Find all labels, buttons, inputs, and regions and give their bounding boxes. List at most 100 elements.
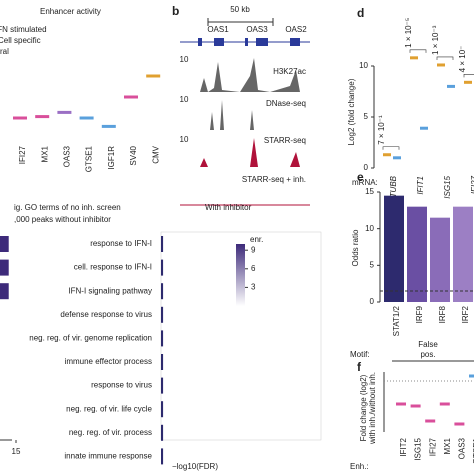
bracket-label: False	[418, 340, 438, 349]
x-tick-label: ISG15	[443, 175, 452, 198]
colorbar-tick-label: 3	[251, 283, 256, 292]
go-term: neg. reg. of vir. process	[69, 428, 152, 437]
fold-change-bar	[410, 404, 421, 408]
go-term: neg. reg. of vir. genome replication	[29, 334, 152, 343]
y-tick-label: 10	[359, 61, 368, 70]
go-bar	[0, 236, 9, 252]
x-tick-label: ISG15	[414, 437, 423, 460]
go-term: response to IFN-I	[90, 239, 152, 248]
x-tick-label: OAS3	[458, 437, 467, 459]
y-tick-label: 0	[364, 163, 369, 172]
fold-change-bar	[454, 422, 465, 426]
colorbar	[236, 244, 245, 306]
fold-change-bar	[469, 374, 474, 378]
go-term: innate immune response	[64, 452, 152, 461]
y-axis-label: Fold change (log2)	[359, 374, 368, 441]
header: ig. GO terms of no inh. screen	[14, 203, 121, 212]
fold-change-bar	[437, 63, 445, 67]
fold-change-bar	[447, 84, 455, 88]
track-label: DNase-seq	[266, 99, 306, 108]
x-tick-label: IGF1R	[107, 146, 116, 170]
y-axis-label: with inh./without inh.	[368, 372, 377, 445]
legend-label: Viral	[0, 47, 9, 56]
p-value: 1 × 10⁻⁵	[404, 18, 413, 48]
y-axis-label: Log2 (fold change)	[347, 78, 356, 145]
panel-title: Enhancer activity	[40, 7, 101, 16]
odds-bar	[384, 195, 404, 302]
go-bar	[161, 401, 164, 418]
gene-label: OAS2	[285, 25, 307, 34]
activity-bar	[35, 115, 50, 119]
go-term: immune effector process	[65, 357, 152, 366]
x-tick-label: IFI27	[18, 145, 27, 164]
go-bar	[161, 236, 164, 252]
axis-caption: mRNA:	[352, 178, 378, 187]
go-bar	[161, 330, 164, 347]
x-tick-label: GTSE1	[85, 145, 94, 172]
go-bar	[161, 283, 164, 300]
x-tick-label: IFIT1	[416, 176, 425, 195]
plot-title: With inhibitor	[205, 203, 252, 212]
odds-bar	[407, 206, 427, 302]
x-tick-label: IRF9	[415, 305, 424, 323]
x-tick-label: OAS3	[63, 145, 72, 167]
significance-bracket	[436, 56, 454, 60]
colorbar-tick-label: 6	[251, 264, 256, 273]
go-bar	[161, 424, 164, 441]
p-value: 1 × 10⁻³	[431, 25, 440, 55]
bracket-label: pos.	[420, 350, 435, 359]
track-scale: 10	[180, 55, 189, 64]
go-bar	[161, 448, 164, 465]
activity-bar	[146, 74, 161, 78]
activity-bar	[13, 116, 27, 120]
go-term: IFN-I signaling pathway	[68, 286, 152, 295]
genome-browser	[180, 18, 310, 206]
x-tick-label: TUBB	[389, 175, 398, 197]
x-tick-label: MX1	[40, 145, 49, 162]
odds-bar	[430, 217, 450, 302]
fold-change-bar	[425, 419, 436, 423]
go-bar	[161, 306, 164, 323]
go-term: response to virus	[91, 381, 152, 390]
axis-caption: Motif:	[350, 350, 370, 359]
panel-label: e	[357, 170, 364, 184]
legend-label: IFN stimulated	[0, 25, 47, 34]
go-term: neg. reg. of vir. life cycle	[66, 404, 152, 413]
fold-change-bar	[383, 153, 391, 157]
activity-bar	[124, 95, 138, 99]
legend-label: Cell specific	[0, 36, 41, 45]
x-tick-label: MX1	[443, 437, 452, 454]
y-tick-label: 0	[370, 297, 375, 306]
x-tick-label: GTSE1	[472, 437, 474, 464]
x-tick-label: IFI27	[470, 175, 474, 194]
gene-label: OAS1	[207, 25, 229, 34]
go-bar	[161, 259, 164, 276]
x-tick-label: SV40	[129, 145, 138, 165]
go-bar	[161, 377, 164, 394]
header: ,000 peaks without inhibitor	[14, 215, 111, 224]
significance-bracket	[463, 74, 474, 78]
fold-change-bar	[464, 80, 472, 84]
x-tick-label: CMV	[151, 145, 160, 163]
colorbar-label: enr.	[250, 235, 263, 244]
activity-bar	[57, 110, 72, 114]
fold-change-bar	[420, 126, 428, 130]
scale-label: 50 kb	[230, 5, 250, 14]
x-tick-label: IFI27	[428, 437, 437, 456]
fold-change-bar	[439, 402, 450, 406]
gene-label: OAS3	[246, 25, 268, 34]
x-tick-label: 15	[12, 447, 21, 456]
x-tick-label: IRF2	[461, 305, 470, 323]
panel-label: d	[357, 6, 364, 20]
p-value: 7 × 10⁻¹	[377, 115, 386, 145]
activity-bar	[101, 124, 116, 128]
y-tick-label: 10	[365, 224, 374, 233]
track-label: STARR-seq	[264, 136, 306, 145]
panel-label: f	[357, 360, 362, 374]
fold-change-bar	[393, 156, 401, 160]
go-term: defense response to virus	[60, 310, 152, 319]
go-bar	[0, 283, 9, 300]
go-term: cell. response to IFN-I	[74, 263, 152, 272]
y-tick-label: 15	[365, 187, 374, 196]
